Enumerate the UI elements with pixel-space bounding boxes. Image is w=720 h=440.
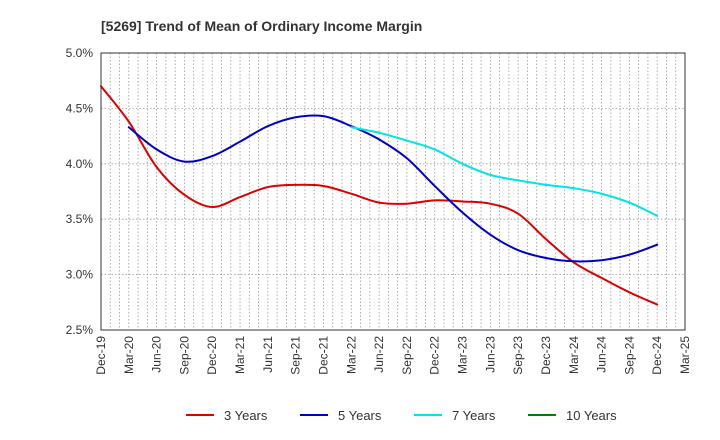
legend-label-3-years: 3 Years bbox=[224, 408, 268, 423]
y-tick-label: 4.0% bbox=[66, 157, 94, 171]
plot-frame bbox=[100, 52, 686, 331]
x-tick-label: Mar-24 bbox=[567, 336, 581, 374]
x-tick-label: Jun-21 bbox=[261, 336, 275, 373]
x-axis-ticks: Dec-19 Mar-20 Jun-20 Sep-20 Dec-20 Mar-21 Jun-… bbox=[94, 336, 692, 375]
x-tick-label: Jun-23 bbox=[483, 336, 497, 373]
x-tick-label: Mar-22 bbox=[344, 336, 358, 374]
series-line-5-years bbox=[127, 114, 659, 263]
x-tick-label: Jun-22 bbox=[372, 336, 386, 373]
y-axis-ticks: 2.5% 3.0% 3.5% 4.0% 4.5% 5.0% bbox=[66, 46, 94, 337]
legend: 3 Years 5 Years 7 Years 10 Years bbox=[186, 408, 617, 423]
x-tick-label: Dec-20 bbox=[205, 336, 219, 375]
y-tick-label: 3.0% bbox=[66, 268, 94, 282]
x-tick-label: Jun-24 bbox=[595, 336, 609, 373]
chart-title: [5269] Trend of Mean of Ordinary Income … bbox=[101, 18, 422, 34]
x-tick-label: Sep-23 bbox=[511, 336, 525, 375]
y-tick-label: 5.0% bbox=[66, 46, 94, 60]
x-tick-label: Sep-22 bbox=[400, 336, 414, 375]
legend-label-5-years: 5 Years bbox=[338, 408, 382, 423]
x-tick-label: Sep-24 bbox=[622, 336, 636, 375]
x-tick-label: Mar-20 bbox=[122, 336, 136, 374]
series-layer bbox=[100, 85, 659, 306]
legend-label-7-years: 7 Years bbox=[452, 408, 496, 423]
x-tick-label: Mar-21 bbox=[233, 336, 247, 374]
x-tick-label: Mar-25 bbox=[678, 336, 692, 374]
x-tick-label: Sep-21 bbox=[289, 336, 303, 375]
y-tick-label: 2.5% bbox=[66, 323, 94, 337]
series-line-3-years bbox=[100, 85, 659, 306]
x-tick-label: Dec-22 bbox=[428, 336, 442, 375]
grid-layer bbox=[101, 53, 685, 330]
y-tick-label: 3.5% bbox=[66, 212, 94, 226]
x-tick-label: Dec-23 bbox=[539, 336, 553, 375]
x-tick-label: Jun-20 bbox=[150, 336, 164, 373]
y-tick-label: 4.5% bbox=[66, 101, 94, 115]
plot-area bbox=[101, 53, 685, 330]
x-tick-label: Dec-19 bbox=[94, 336, 108, 375]
legend-label-10-years: 10 Years bbox=[566, 408, 617, 423]
series-line-7-years bbox=[350, 126, 659, 217]
x-tick-label: Mar-23 bbox=[456, 336, 470, 374]
x-tick-label: Sep-20 bbox=[177, 336, 191, 375]
x-tick-label: Dec-24 bbox=[650, 336, 664, 375]
x-tick-label: Dec-21 bbox=[316, 336, 330, 375]
